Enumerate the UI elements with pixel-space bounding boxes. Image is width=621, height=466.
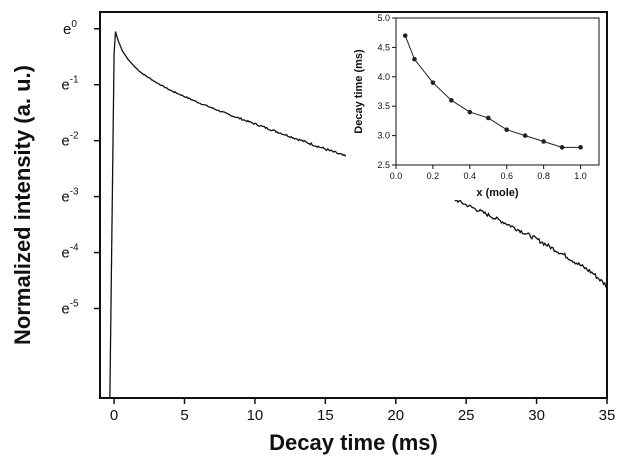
inset-data-point [449,98,454,103]
inset-data-point [430,80,436,85]
main-y-tick-label: e-5 [61,298,79,317]
main-y-tick-label: e0 [63,19,77,38]
inset-x-tick-label: 0.8 [537,171,550,181]
inset-plot-frame [395,17,600,166]
inset-y-axis-label: Decay time (ms) [353,49,365,134]
inset-x-axis-label: x (mole) [476,187,519,199]
main-x-tick-label: 5 [180,407,188,424]
inset-data-point [412,56,417,62]
inset-marks: 0.0 0.2 0.4 0.6 0.8 1.0 2.5 3.0 3.5 4.0 4.5 5.0 [377,13,586,181]
inset-x-tick-label: 0.6 [500,171,513,181]
inset-data-point [485,115,491,121]
inset-data-point [559,145,565,150]
main-y-tick-label: e-1 [61,75,79,94]
inset-y-tick-label: 2.5 [377,160,390,170]
inset-y-tick-label: 3.0 [377,131,390,141]
main-y-tick-label: e-2 [61,131,79,150]
inset-y-tick-label: 4.5 [377,42,390,52]
inset-data-point [522,133,528,138]
main-y-axis-label: Normalized intensity (a. u.) [10,65,35,345]
main-x-axis-label: Decay time (ms) [269,430,438,455]
inset-x-tick-label: 0.2 [427,171,440,181]
main-y-tick-label: e-4 [61,243,79,262]
main-x-tick-label: 0 [110,407,118,424]
inset-y-tick-label: 3.5 [377,101,390,111]
main-x-tick-label: 30 [528,407,545,424]
inset-x-tick-label: 0.4 [464,171,477,181]
inset-data-point [578,145,583,150]
main-x-tick-label: 20 [387,407,404,424]
inset-x-tick-label: 1.0 [574,171,587,181]
inset-data-point [467,109,473,115]
main-x-tick-label: 25 [458,407,475,424]
main-y-tick-label: e-3 [61,187,79,206]
inset-y-tick-label: 4.0 [377,72,390,82]
inset-data-point [402,33,408,38]
inset-x-tick-label: 0.0 [390,171,403,181]
inset-chart: 0.0 0.2 0.4 0.6 0.8 1.0 2.5 3.0 3.5 4.0 4.5 5.0 x (… [346,13,604,200]
inset-y-tick-label: 5.0 [377,13,390,23]
main-x-tick-label: 15 [317,407,334,424]
inset-data-point [541,139,546,144]
main-x-tick-label: 10 [247,407,264,424]
inset-data-point [504,127,510,133]
main-x-tick-label: 35 [599,407,616,424]
